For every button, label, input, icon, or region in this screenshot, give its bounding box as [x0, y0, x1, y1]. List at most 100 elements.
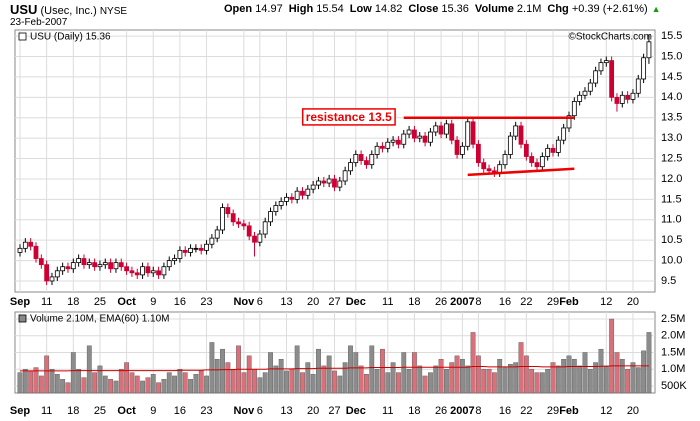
volume-bar: [246, 355, 252, 394]
symbol: USU: [10, 2, 38, 17]
candle-body: [102, 262, 108, 266]
volume-bar: [428, 372, 433, 394]
candle-body: [113, 262, 119, 270]
candle-body: [502, 154, 508, 166]
candle-body: [214, 229, 220, 239]
volume-bar: [252, 369, 257, 394]
volume-bar: [449, 362, 455, 394]
candle-body: [326, 178, 332, 184]
x-tick-label: 27: [328, 296, 340, 308]
x-tick-label: 12: [600, 296, 612, 308]
volume-bar: [646, 332, 652, 394]
volume-bar: [523, 355, 529, 394]
y-tick-label: 12.0: [661, 173, 682, 185]
candle-body: [145, 266, 151, 274]
volume-bar: [465, 365, 471, 394]
quote-label: Low: [349, 3, 372, 15]
y-tick-label: 13.0: [661, 132, 682, 144]
volume-bar: [619, 358, 625, 394]
volume-bar: [529, 369, 535, 394]
candle-body: [177, 249, 183, 259]
candle-body: [475, 143, 481, 164]
volume-bar: [28, 370, 34, 394]
candle-body: [459, 145, 465, 155]
candle-body: [28, 241, 34, 247]
candle-body: [470, 121, 476, 145]
x-tick-label: 20: [627, 405, 639, 417]
volume-bar: [145, 377, 151, 394]
candle-body: [156, 270, 161, 276]
candle-body: [396, 139, 401, 145]
volume-bar: [225, 362, 231, 394]
y-tick-label: 9.5: [661, 275, 676, 287]
candle-body: [443, 123, 449, 135]
candle-body: [305, 188, 311, 196]
candle-body: [486, 168, 492, 172]
change-icon: ▲: [651, 4, 661, 14]
candle-body: [529, 156, 535, 164]
volume-bar: [614, 352, 620, 394]
candle-body: [587, 82, 593, 92]
x-tick-label: 13: [280, 405, 292, 417]
volume-bar: [374, 369, 380, 394]
volume-bar: [102, 375, 108, 394]
candle-body: [358, 154, 364, 161]
x-tick-label: 9: [150, 296, 156, 308]
volume-bar: [214, 358, 220, 394]
x-tick-label: 23: [200, 296, 212, 308]
x-tick-label: 22: [520, 405, 532, 417]
volume-bar: [17, 372, 23, 394]
candle-body: [17, 247, 23, 253]
candle-body: [70, 262, 76, 270]
candle-body: [412, 129, 417, 139]
x-tick-label: 16: [174, 296, 186, 308]
candle-body: [225, 207, 231, 215]
y-tick-label: 15.0: [661, 50, 682, 62]
annotation-box: [301, 108, 396, 126]
volume-bar: [481, 369, 487, 394]
volume-bar: [97, 365, 103, 394]
volume-bar: [262, 372, 268, 394]
x-tick-label: 20: [307, 296, 319, 308]
candle-body: [380, 145, 385, 149]
volume-bar: [86, 345, 92, 394]
volume-bar: [475, 355, 481, 394]
candle-body: [129, 270, 135, 274]
candle-body: [321, 180, 327, 184]
volume-bar: [305, 362, 311, 394]
volume-bar: [129, 372, 135, 394]
x-tick-label: 20: [627, 296, 639, 308]
y-tick-label: 10.5: [661, 234, 682, 246]
y-tick-label: 500K: [661, 380, 687, 392]
volume-bar: [491, 372, 497, 394]
volume-bar: [364, 374, 369, 394]
candle-body: [268, 211, 273, 223]
candle-body: [310, 184, 316, 190]
volume-bar: [300, 372, 305, 394]
volume-bar: [603, 365, 609, 394]
volume-bar: [38, 375, 44, 394]
candle-body: [38, 258, 44, 266]
x-tick-label: 6: [257, 405, 263, 417]
volume-bar: [566, 355, 572, 394]
x-tick-label: 27: [328, 405, 340, 417]
legend: USU (Daily) 15.36: [30, 32, 111, 43]
candle-body: [438, 125, 444, 135]
candle-body: [555, 139, 561, 153]
volume-bar: [422, 375, 428, 394]
x-tick-label: 11: [382, 296, 393, 308]
volume-bar: [550, 362, 556, 394]
x-tick-label: 29: [547, 405, 559, 417]
volume-bar: [188, 379, 193, 394]
candle-body: [619, 94, 625, 104]
candle-body: [294, 190, 300, 200]
volume-bar: [294, 345, 300, 394]
candle-body: [316, 180, 321, 186]
candle-body: [33, 245, 39, 259]
volume-bar: [44, 355, 50, 394]
candle-body: [300, 190, 305, 196]
quote-value: 2.1M: [516, 3, 542, 15]
candle-body: [571, 101, 577, 117]
volume-bar: [161, 379, 167, 394]
candle-body: [433, 125, 439, 133]
